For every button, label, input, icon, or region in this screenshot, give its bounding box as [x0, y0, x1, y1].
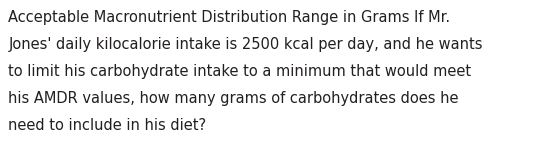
Text: Jones' daily kilocalorie intake is 2500 kcal per day, and he wants: Jones' daily kilocalorie intake is 2500 … [8, 37, 483, 52]
Text: need to include in his diet?: need to include in his diet? [8, 118, 206, 133]
Text: Acceptable Macronutrient Distribution Range in Grams If Mr.: Acceptable Macronutrient Distribution Ra… [8, 10, 450, 25]
Text: to limit his carbohydrate intake to a minimum that would meet: to limit his carbohydrate intake to a mi… [8, 64, 472, 79]
Text: his AMDR values, how many grams of carbohydrates does he: his AMDR values, how many grams of carbo… [8, 91, 459, 106]
